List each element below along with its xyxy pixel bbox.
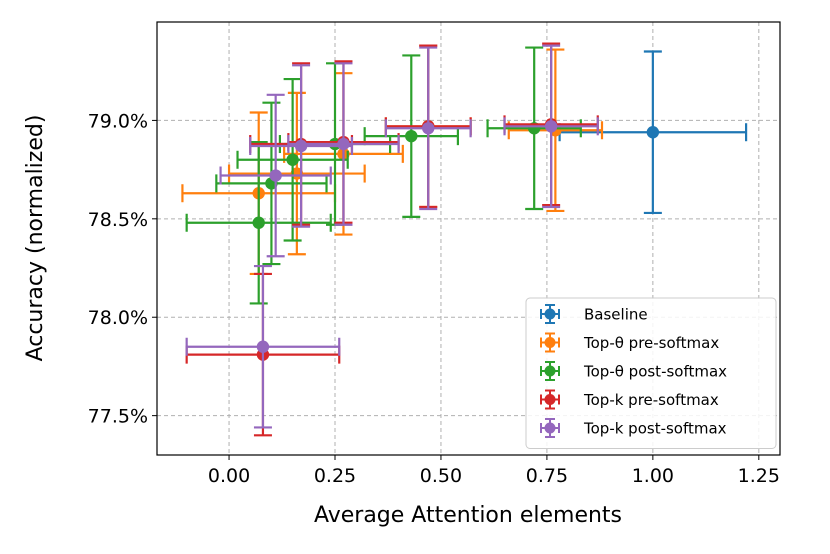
y-tick-label: 79.0%	[88, 110, 148, 132]
plot-frame	[156, 21, 781, 456]
data-point	[286, 153, 299, 166]
data-point	[290, 167, 304, 180]
x-tick-label: 0.00	[208, 465, 250, 487]
x-tick-label: 0.50	[420, 465, 462, 487]
legend-swatch-marker	[544, 365, 556, 377]
legend-label: Top-θ pre-softmax	[583, 334, 719, 352]
data-point	[256, 340, 270, 353]
x-axis-label: Average Attention elements	[314, 503, 622, 528]
series-top-k-post-softmax	[185, 44, 599, 429]
legend-label: Top-θ post-softmax	[583, 363, 727, 381]
legend-box	[525, 297, 777, 449]
x-tick-label: 1.00	[632, 465, 674, 487]
data-point	[269, 169, 282, 182]
y-tick-label: 77.5%	[88, 406, 148, 428]
legend: Baseline Top-θ pre-softmax Top-θ post-soft…	[525, 297, 777, 449]
legend-label: Top-k post-softmax	[583, 420, 727, 438]
legend-swatch-marker	[544, 422, 556, 434]
data-point	[646, 126, 660, 139]
data-point	[294, 139, 308, 153]
legend-swatch-marker	[544, 337, 556, 348]
x-tick-label: 1.25	[738, 465, 780, 487]
x-tick-label: 0.75	[526, 465, 568, 487]
legend-swatch-marker	[544, 308, 556, 320]
x-tick-label: 0.25	[314, 465, 356, 487]
series-top-post-softmax	[185, 46, 582, 305]
legend-label: Top-k pre-softmax	[583, 391, 719, 409]
y-tick-label: 78.0%	[88, 307, 148, 329]
data-point	[422, 122, 435, 135]
data-point	[252, 216, 265, 229]
data-point	[337, 137, 350, 151]
data-series	[181, 42, 748, 437]
axis-ticks: 0.00 0.25 0.50 0.75 1.00 1.25 77.5% 78.0% 78.5% 7…	[88, 110, 780, 487]
legend-swatch-marker	[544, 394, 556, 405]
y-tick-label: 78.5%	[88, 209, 148, 231]
legend-label: Baseline	[584, 306, 648, 324]
data-point	[405, 129, 418, 143]
data-point	[544, 120, 558, 133]
series-baseline	[558, 50, 748, 215]
y-axis-label: Accuracy (normalized)	[23, 115, 48, 362]
